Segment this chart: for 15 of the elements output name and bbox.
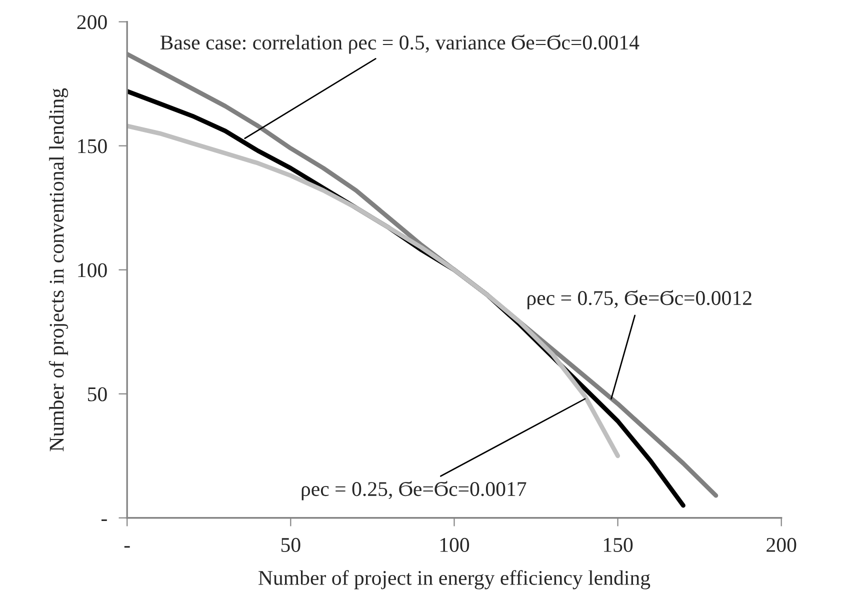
y-tick-label: 100: [78, 263, 107, 278]
x-axis-title: Number of project in energy efficiency lending: [258, 570, 650, 590]
line-series: [127, 124, 620, 458]
y-tick-label: 150: [78, 139, 107, 154]
y-tick-label: 50: [88, 387, 107, 402]
y-tick-label: 200: [77, 15, 107, 30]
x-tick-label: 100: [440, 538, 470, 552]
annotation: Base case: correlation ρec = 0.5, variance Ϭe=Ϭc=0.0014: [160, 34, 640, 54]
x-tick-label: 200: [766, 538, 796, 552]
y-axis-title: Number of projects in conventional lending: [48, 88, 68, 452]
y-tick-label: -: [101, 519, 107, 521]
x-tick-label: 50: [281, 538, 300, 552]
x-tick-label: 150: [604, 538, 633, 552]
annotation: ρec = 0.75, Ϭe=Ϭc=0.0012: [528, 290, 752, 310]
annotation: ρec = 0.25, Ϭe=Ϭc=0.0017: [302, 480, 526, 500]
